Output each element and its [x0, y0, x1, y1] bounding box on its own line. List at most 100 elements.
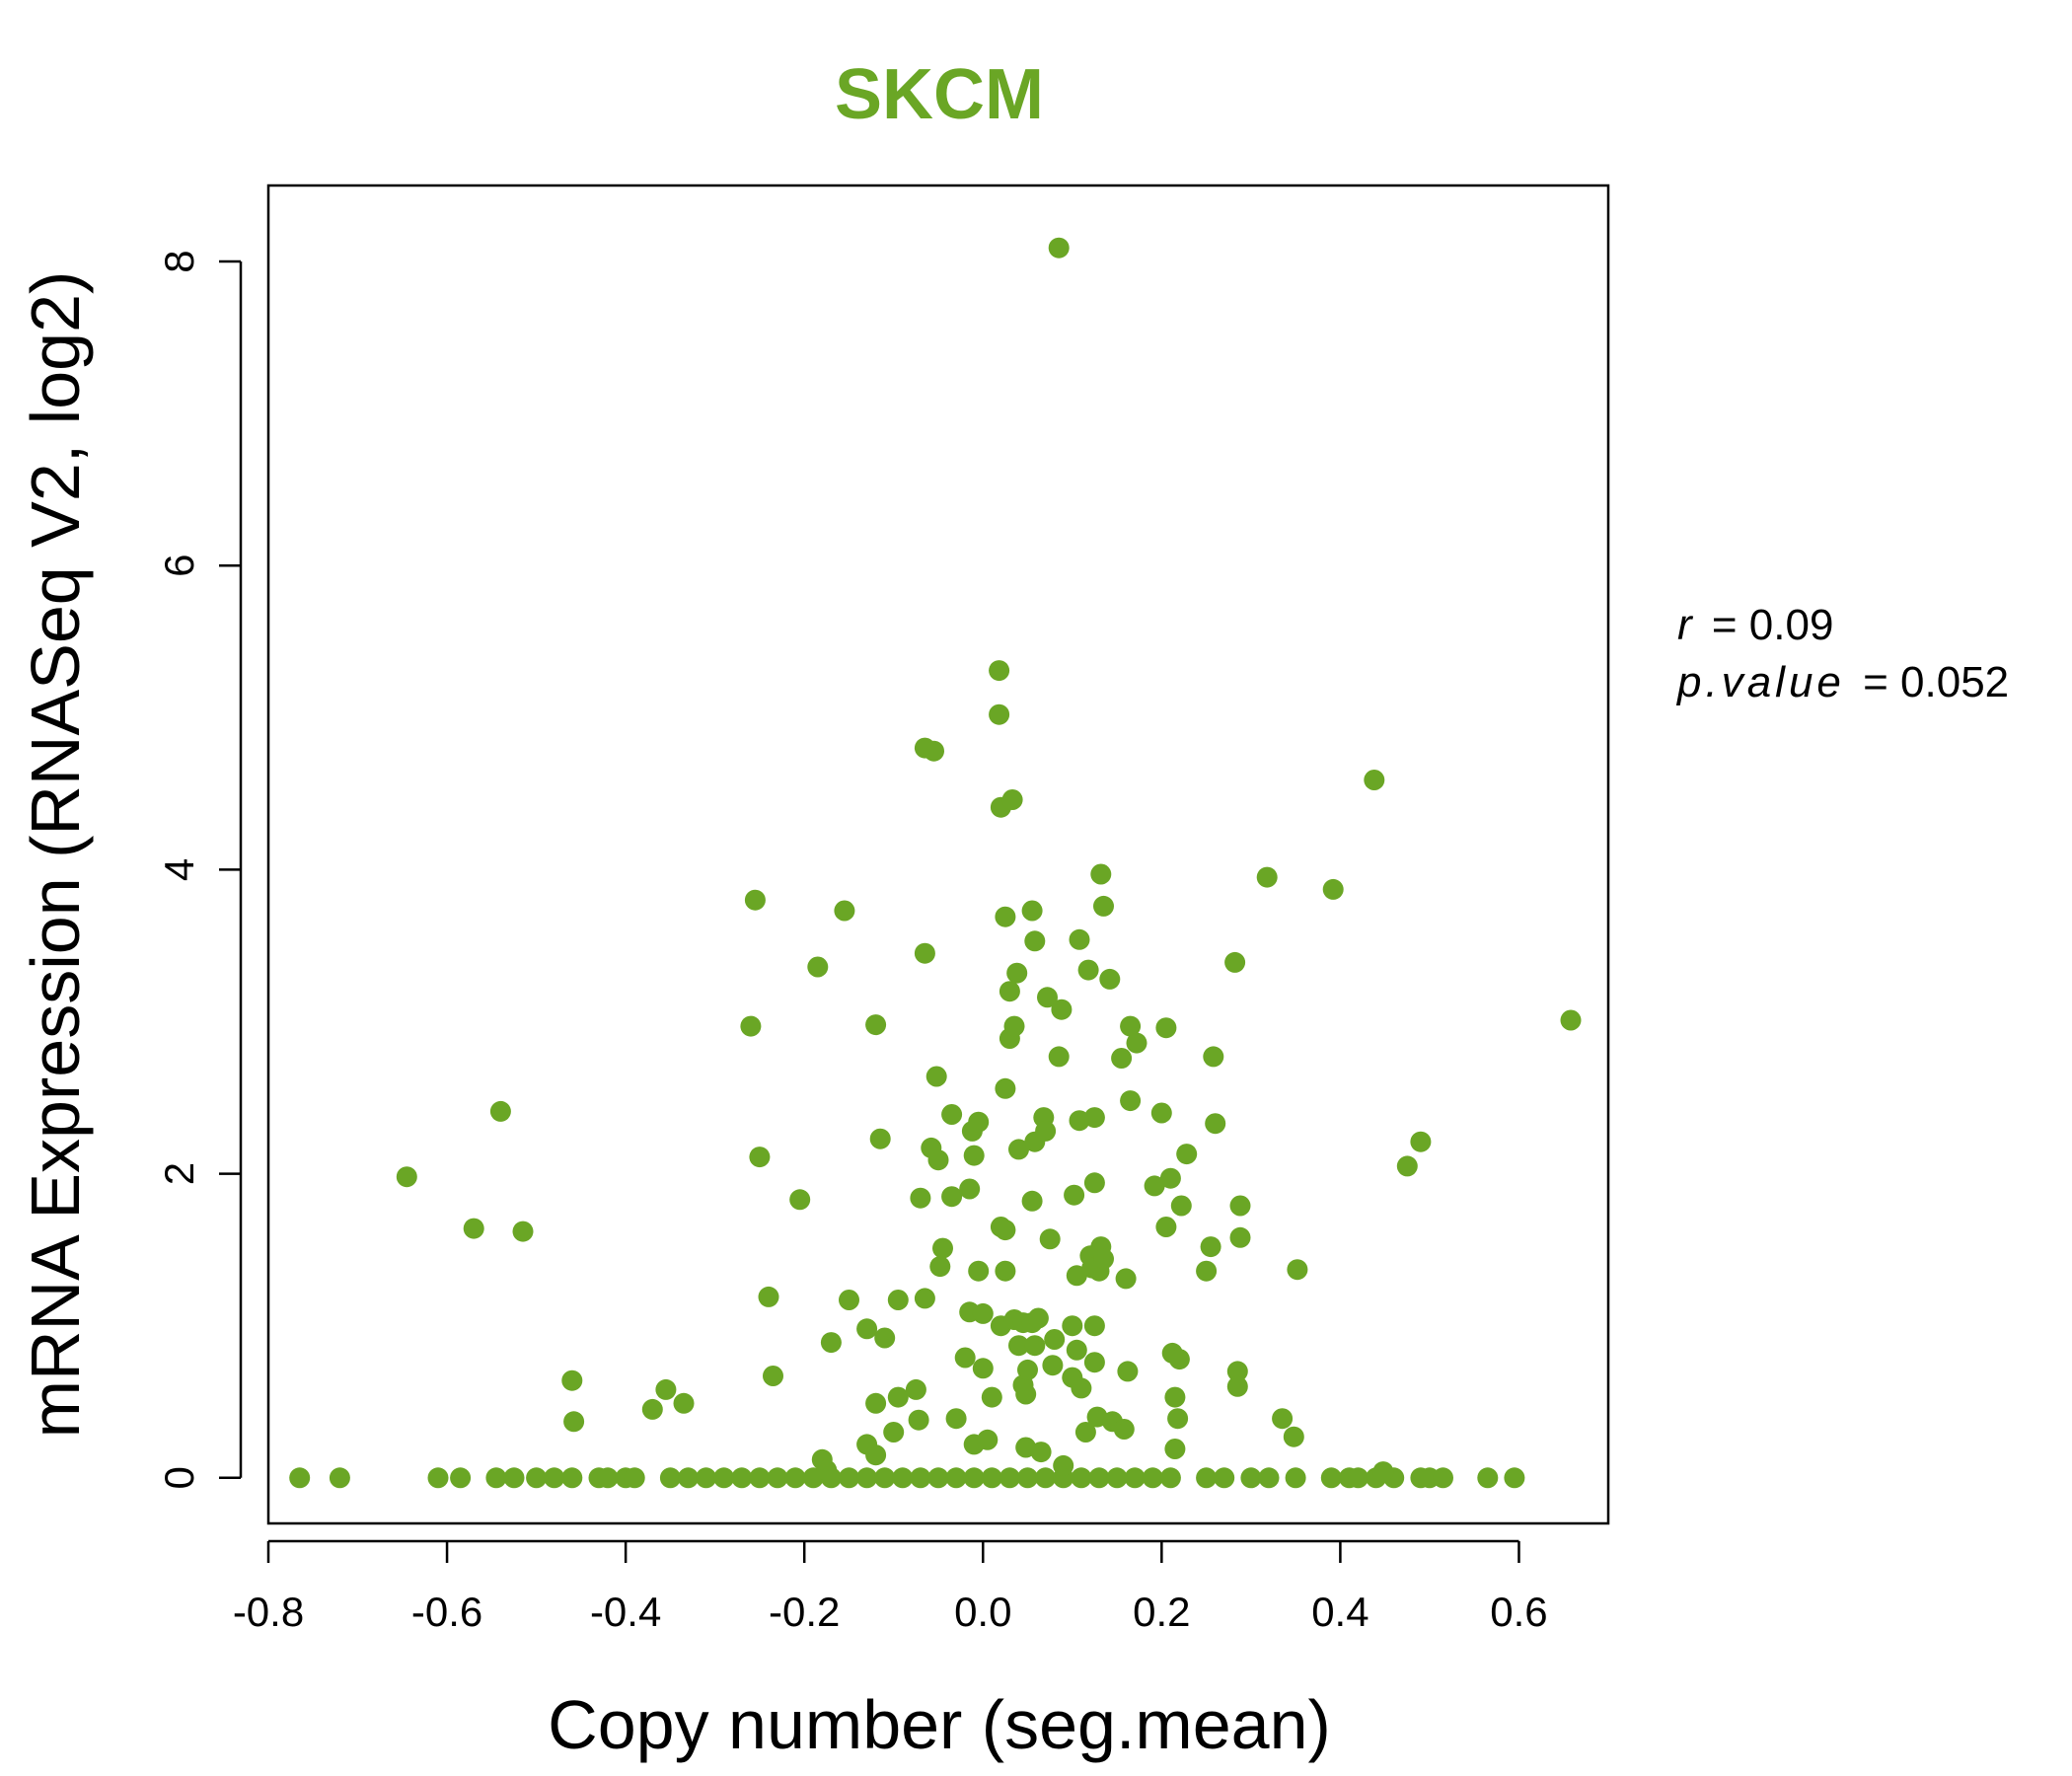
data-point: [1164, 1386, 1186, 1408]
data-point: [784, 1467, 806, 1489]
data-point: [744, 889, 766, 911]
data-point: [1048, 237, 1070, 259]
data-point: [945, 1467, 967, 1489]
data-point: [1053, 1454, 1074, 1476]
svg-text:r = 0.09: r = 0.09: [1677, 601, 1833, 649]
x-axis: -0.8 -0.6 -0.4 -0.2 0.0 0.2 0.4 0.6: [233, 1539, 1548, 1635]
data-point: [1093, 1248, 1114, 1270]
data-point: [1048, 1046, 1070, 1068]
data-point: [659, 1467, 681, 1489]
data-point: [749, 1467, 771, 1489]
data-point: [925, 1066, 947, 1087]
data-point: [989, 703, 1010, 725]
data-point: [1226, 1375, 1248, 1397]
data-point: [544, 1467, 565, 1489]
data-point: [856, 1467, 878, 1489]
data-point: [763, 1366, 783, 1386]
data-point: [874, 1467, 896, 1489]
data-point: [963, 1467, 985, 1489]
data-point: [1205, 1113, 1226, 1135]
data-point: [1164, 1439, 1186, 1459]
data-point: [839, 1467, 859, 1489]
data-point: [329, 1467, 350, 1489]
data-point: [1229, 1226, 1251, 1248]
data-point: [839, 1290, 859, 1310]
data-point: [1083, 1107, 1105, 1129]
data-point: [678, 1467, 699, 1489]
data-point: [1200, 1236, 1221, 1258]
data-point: [485, 1467, 507, 1489]
data-point: [641, 1398, 663, 1420]
data-point: [1287, 1259, 1308, 1281]
data-point: [977, 1429, 999, 1450]
data-point: [1064, 1184, 1085, 1206]
data-point: [1120, 1015, 1142, 1037]
data-point: [489, 1100, 511, 1122]
data-point: [396, 1166, 417, 1188]
data-point: [1003, 1015, 1025, 1037]
data-point: [1035, 1467, 1057, 1489]
data-point: [1017, 1467, 1038, 1489]
data-point: [981, 1386, 1002, 1408]
data-point: [941, 1104, 963, 1125]
data-point: [1196, 1260, 1218, 1282]
data-point: [289, 1467, 311, 1489]
data-point: [816, 1459, 838, 1481]
data-point: [1348, 1467, 1369, 1489]
data-point: [1168, 1349, 1190, 1370]
data-point: [924, 740, 944, 762]
data-point: [892, 1467, 914, 1489]
data-point: [1015, 1383, 1037, 1405]
data-point: [1258, 1467, 1280, 1489]
data-point: [1062, 1315, 1083, 1337]
data-point: [834, 900, 855, 922]
data-point: [1155, 1017, 1177, 1039]
data-point: [1021, 1190, 1043, 1212]
r-label: r: [1677, 601, 1694, 649]
data-point: [999, 1467, 1020, 1489]
data-point: [1074, 1422, 1096, 1443]
data-point: [1071, 1467, 1092, 1489]
data-point: [1142, 1467, 1163, 1489]
data-point: [597, 1467, 619, 1489]
data-point: [914, 1288, 935, 1309]
data-point: [1203, 1046, 1224, 1068]
data-point: [1477, 1467, 1499, 1489]
y-tick-label: 8: [156, 250, 202, 272]
data-point: [526, 1467, 548, 1489]
data-point: [995, 1077, 1016, 1099]
x-tick-label: 0.6: [1490, 1589, 1547, 1635]
data-point: [1159, 1467, 1181, 1489]
data-point: [740, 1015, 762, 1037]
data-point: [1176, 1144, 1198, 1165]
data-point: [450, 1467, 472, 1489]
data-point: [1229, 1195, 1251, 1217]
data-point: [874, 1327, 896, 1349]
data-point: [1283, 1426, 1304, 1447]
data-point: [1106, 1467, 1128, 1489]
data-point: [1024, 930, 1046, 952]
data-point: [1372, 1461, 1394, 1483]
data-point: [1115, 1268, 1137, 1290]
data-point: [713, 1467, 735, 1489]
data-point: [887, 1290, 909, 1310]
data-point: [995, 1220, 1016, 1241]
data-point: [1001, 789, 1023, 810]
data-point: [1090, 863, 1112, 885]
data-point: [758, 1286, 779, 1307]
data-point: [954, 1347, 976, 1369]
data-point: [995, 1260, 1016, 1282]
data-point: [914, 942, 935, 964]
data-point: [1560, 1009, 1582, 1031]
data-point: [887, 1386, 909, 1408]
data-point: [624, 1467, 645, 1489]
data-point: [1167, 1408, 1189, 1430]
data-point: [1008, 1139, 1029, 1160]
data-point: [807, 956, 829, 978]
data-point: [941, 1186, 963, 1208]
data-point: [865, 1392, 887, 1414]
data-point: [1083, 1315, 1105, 1337]
data-point: [995, 906, 1016, 927]
data-point: [865, 1014, 887, 1036]
x-tick-label: 0.4: [1311, 1589, 1369, 1635]
